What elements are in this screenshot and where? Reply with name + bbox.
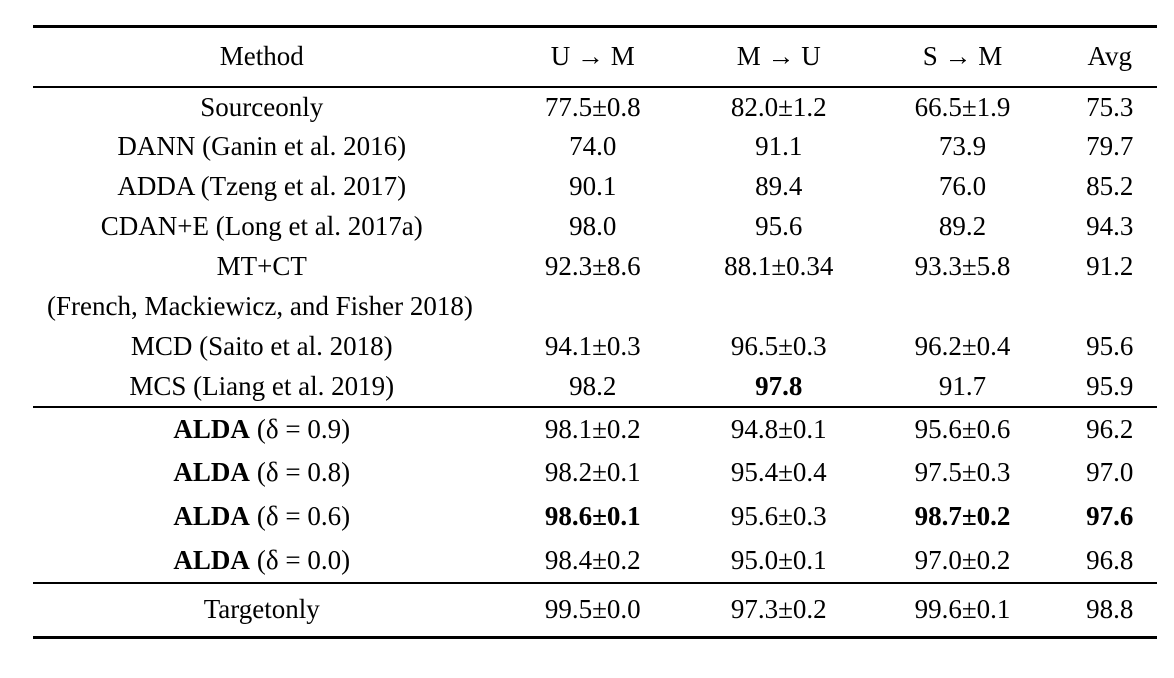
value-cell: 91.2	[1086, 251, 1134, 281]
table-header: Method U → M M → U S → M Avg	[33, 27, 1157, 87]
table-row-cdan-e: CDAN+E (Long et al. 2017a) 98.0 95.6 89.…	[33, 207, 1157, 247]
method-cell: ALDA (δ = 0.0)	[33, 539, 490, 583]
value-cell: 91.1	[755, 131, 803, 161]
value-cell: 98.2±0.1	[544, 457, 641, 487]
value-cell: 93.3±5.8	[914, 251, 1011, 281]
value-cell: 96.5±0.3	[730, 331, 827, 361]
value-cell: 66.5±1.9	[914, 91, 1011, 122]
value-cell-bold: 98.7±0.2	[914, 501, 1011, 531]
value-cell: 95.6	[755, 211, 803, 241]
method-citation-cell: (French, Mackiewicz, and Fisher 2018)	[47, 291, 473, 321]
value-cell: 89.2	[938, 211, 987, 241]
table-row-sourceonly: Sourceonly 77.5±0.8 82.0±1.2 66.5±1.9 75…	[33, 87, 1157, 127]
value-cell: 96.8	[1086, 544, 1134, 575]
results-table: Method U → M M → U S → M Avg Sourceonly …	[33, 25, 1157, 639]
value-cell: 90.1	[569, 171, 617, 201]
value-cell-bold: 97.6	[1086, 501, 1134, 531]
table-row-mt-ct-citation: (French, Mackiewicz, and Fisher 2018)	[33, 287, 1157, 327]
value-cell: 97.0±0.2	[914, 544, 1011, 575]
col-header-m-to-u: M → U	[736, 41, 821, 72]
table-row-adda: ADDA (Tzeng et al. 2017) 90.1 89.4 76.0 …	[33, 167, 1157, 207]
value-cell: 95.9	[1086, 370, 1134, 401]
method-name: ALDA	[173, 457, 250, 487]
value-cell: 79.7	[1086, 131, 1134, 161]
method-cell: DANN (Ganin et al. 2016)	[117, 131, 407, 161]
method-delta: (δ = 0.6)	[256, 501, 351, 531]
value-cell: 74.0	[569, 131, 617, 161]
value-cell: 94.3	[1086, 211, 1134, 241]
value-cell: 94.1±0.3	[544, 331, 641, 361]
table-row-dann: DANN (Ganin et al. 2016) 74.0 91.1 73.9 …	[33, 127, 1157, 167]
value-cell: 95.6±0.3	[730, 501, 827, 531]
table-row-mcs: MCS (Liang et al. 2019) 98.2 97.8 91.7 9…	[33, 367, 1157, 407]
method-name: ALDA	[173, 501, 250, 531]
value-cell: 99.5±0.0	[544, 594, 641, 625]
col-header-u-to-m: U → M	[550, 41, 635, 72]
method-cell: ALDA (δ = 0.9)	[33, 407, 490, 451]
method-cell: MT+CT	[216, 251, 307, 281]
value-cell: 96.2±0.4	[914, 331, 1011, 361]
value-cell: 89.4	[755, 171, 803, 201]
value-cell-bold: 98.6±0.1	[544, 501, 641, 531]
method-delta: (δ = 0.8)	[256, 457, 351, 487]
method-name: ALDA	[173, 544, 250, 575]
value-cell: 73.9	[938, 131, 987, 161]
col-header-s-to-m: S → M	[922, 41, 1003, 72]
value-cell: 98.1±0.2	[544, 413, 641, 444]
col-header-method: Method	[219, 41, 304, 72]
table-row-alda-00: ALDA (δ = 0.0) 98.4±0.2 95.0±0.1 97.0±0.2…	[33, 539, 1157, 583]
value-cell: 82.0±1.2	[730, 91, 827, 122]
value-cell: 95.6±0.6	[914, 413, 1011, 444]
table-row-mt-ct: MT+CT 92.3±8.6 88.1±0.34 93.3±5.8 91.2	[33, 247, 1157, 287]
value-cell: 75.3	[1086, 91, 1134, 122]
value-cell: 97.0	[1086, 457, 1134, 487]
value-cell: 97.3±0.2	[730, 594, 827, 625]
value-cell: 91.7	[938, 370, 987, 401]
table-row-targetonly: Targetonly 99.5±0.0 97.3±0.2 99.6±0.1 98…	[33, 583, 1157, 638]
table-row-alda-06: ALDA (δ = 0.6) 98.6±0.1 95.6±0.3 98.7±0.2…	[33, 495, 1157, 539]
method-cell: ALDA (δ = 0.8)	[33, 451, 490, 495]
value-cell: 92.3±8.6	[544, 251, 641, 281]
value-cell: 94.8±0.1	[730, 413, 827, 444]
header-row: Method U → M M → U S → M Avg	[33, 27, 1157, 87]
value-cell-bold: 97.8	[755, 370, 803, 401]
method-delta: (δ = 0.9)	[256, 413, 351, 444]
value-cell: 96.2	[1086, 413, 1134, 444]
targetonly-section: Targetonly 99.5±0.0 97.3±0.2 99.6±0.1 98…	[33, 583, 1157, 638]
value-cell: 88.1±0.34	[724, 251, 834, 281]
value-cell: 77.5±0.8	[544, 91, 641, 122]
method-cell: MCD (Saito et al. 2018)	[130, 331, 393, 361]
table-row-mcd: MCD (Saito et al. 2018) 94.1±0.3 96.5±0.…	[33, 327, 1157, 367]
value-cell: 98.8	[1086, 594, 1134, 625]
value-cell: 76.0	[938, 171, 987, 201]
value-cell: 99.6±0.1	[914, 594, 1011, 625]
alda-section: ALDA (δ = 0.9) 98.1±0.2 94.8±0.1 95.6±0.6…	[33, 407, 1157, 583]
baselines-section: Sourceonly 77.5±0.8 82.0±1.2 66.5±1.9 75…	[33, 87, 1157, 407]
value-cell: 95.0±0.1	[730, 544, 827, 575]
value-cell: 97.5±0.3	[914, 457, 1011, 487]
method-name: ALDA	[173, 413, 250, 444]
table-row-alda-08: ALDA (δ = 0.8) 98.2±0.1 95.4±0.4 97.5±0.3…	[33, 451, 1157, 495]
value-cell: 98.0	[569, 211, 617, 241]
value-cell: 95.6	[1086, 331, 1134, 361]
method-cell: MCS (Liang et al. 2019)	[129, 370, 395, 401]
method-cell: ADDA (Tzeng et al. 2017)	[117, 171, 407, 201]
method-cell: CDAN+E (Long et al. 2017a)	[100, 211, 423, 241]
method-cell: Targetonly	[203, 594, 320, 625]
method-cell: ALDA (δ = 0.6)	[33, 495, 490, 539]
method-delta: (δ = 0.0)	[256, 544, 351, 575]
value-cell: 85.2	[1086, 171, 1134, 201]
value-cell: 95.4±0.4	[730, 457, 827, 487]
value-cell: 98.4±0.2	[544, 544, 641, 575]
value-cell: 98.2	[569, 370, 617, 401]
col-header-avg: Avg	[1087, 41, 1133, 72]
table-row-alda-09: ALDA (δ = 0.9) 98.1±0.2 94.8±0.1 95.6±0.6…	[33, 407, 1157, 451]
method-cell: Sourceonly	[200, 91, 324, 122]
